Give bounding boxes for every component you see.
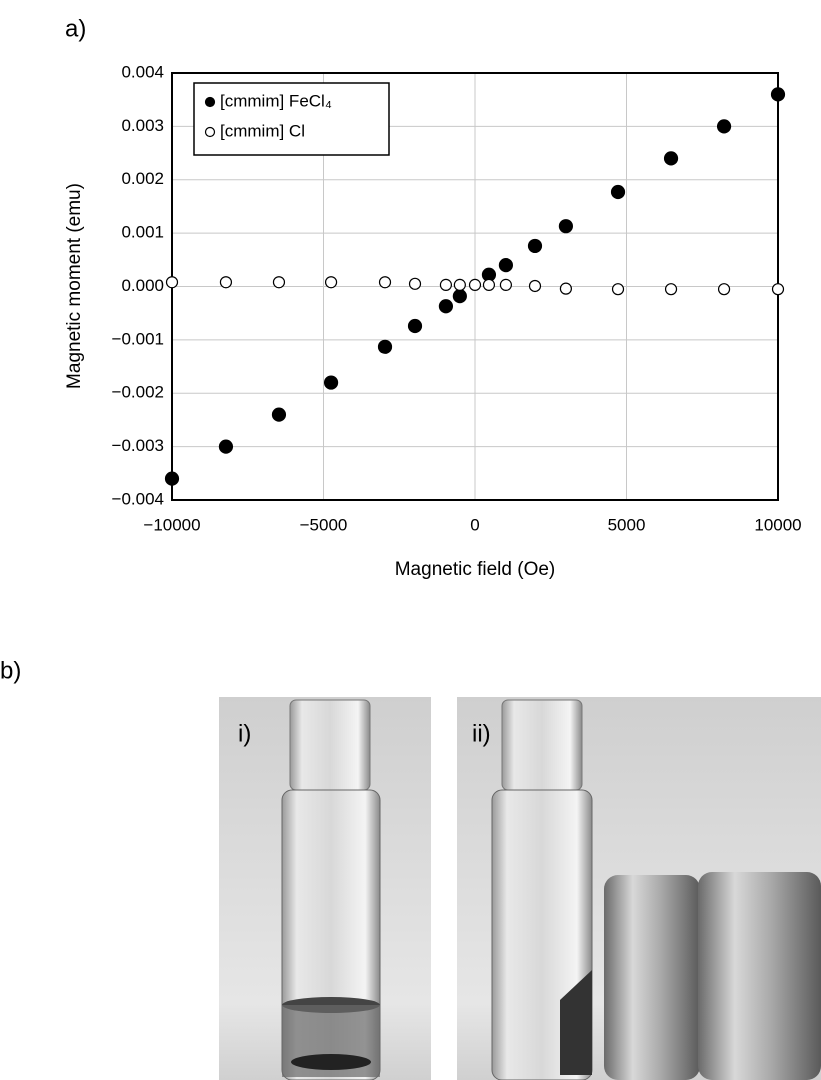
data-point bbox=[377, 339, 393, 354]
x-tick-label: 5000 bbox=[608, 515, 646, 534]
data-point bbox=[218, 439, 234, 454]
legend-label: [cmmim] Cl bbox=[220, 121, 305, 140]
x-tick-label: 0 bbox=[470, 515, 479, 534]
data-point bbox=[558, 219, 574, 234]
y-tick-label: −0.003 bbox=[112, 436, 164, 455]
photo-ii bbox=[457, 697, 821, 1080]
y-tick-label: −0.002 bbox=[112, 383, 164, 402]
data-point bbox=[770, 87, 786, 102]
y-tick-label: 0.000 bbox=[121, 276, 164, 295]
panel-label: b) bbox=[0, 657, 21, 684]
legend: [cmmim] FeCl₄ [cmmim] Cl bbox=[193, 82, 390, 156]
y-tick-label: 0.001 bbox=[121, 223, 164, 242]
data-point bbox=[272, 276, 286, 289]
data-point bbox=[468, 278, 482, 291]
data-point bbox=[610, 184, 626, 200]
data-point bbox=[323, 375, 339, 390]
x-tick-label: −10000 bbox=[143, 515, 200, 534]
data-point bbox=[439, 278, 453, 291]
data-point bbox=[271, 407, 287, 422]
y-tick-label: 0.002 bbox=[121, 169, 164, 188]
data-point bbox=[498, 258, 514, 273]
legend-box bbox=[193, 82, 390, 156]
data-point bbox=[165, 276, 179, 289]
data-point bbox=[559, 282, 573, 295]
y-tick-label: 0.003 bbox=[121, 116, 164, 135]
data-point bbox=[407, 318, 423, 334]
legend-marker bbox=[204, 126, 216, 138]
data-point bbox=[664, 283, 678, 296]
panel-label: i) bbox=[238, 720, 251, 747]
photo-i bbox=[219, 697, 431, 1080]
y-tick-label: −0.001 bbox=[112, 329, 164, 348]
data-point bbox=[453, 278, 466, 291]
data-point bbox=[452, 289, 467, 304]
y-axis-title: Magnetic moment (emu) bbox=[64, 183, 85, 389]
panel-label: a) bbox=[65, 15, 86, 42]
panel-label: ii) bbox=[472, 720, 491, 747]
data-point bbox=[771, 283, 785, 296]
data-point bbox=[378, 276, 392, 289]
data-point bbox=[499, 278, 513, 291]
data-point bbox=[528, 279, 542, 293]
y-tick-label: −0.004 bbox=[112, 489, 164, 508]
data-point bbox=[482, 278, 496, 291]
data-point bbox=[663, 151, 679, 166]
x-tick-label: −5000 bbox=[300, 515, 348, 534]
legend-label: [cmmim] FeCl₄ bbox=[220, 91, 332, 110]
data-point bbox=[716, 119, 732, 134]
y-tick-label: 0.004 bbox=[121, 62, 164, 81]
data-point bbox=[408, 277, 422, 290]
data-point bbox=[611, 283, 625, 296]
data-point bbox=[438, 299, 454, 314]
data-point bbox=[527, 238, 543, 254]
x-tick-label: 10000 bbox=[754, 515, 801, 534]
data-point bbox=[324, 276, 338, 289]
legend-marker bbox=[204, 96, 216, 108]
data-point bbox=[219, 276, 233, 289]
x-axis-title: Magnetic field (Oe) bbox=[395, 559, 556, 580]
data-point bbox=[717, 283, 731, 296]
data-point bbox=[164, 471, 180, 486]
